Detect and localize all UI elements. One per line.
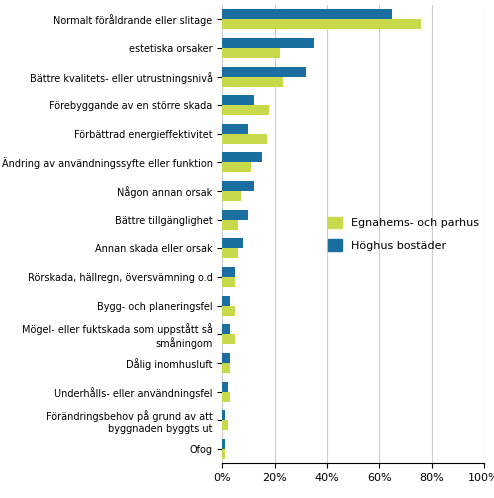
Bar bbox=[222, 67, 306, 77]
Bar bbox=[222, 353, 230, 363]
Bar bbox=[222, 191, 241, 201]
Bar bbox=[222, 306, 235, 316]
Bar bbox=[222, 48, 280, 58]
Bar bbox=[222, 9, 392, 19]
Legend: Egnahems- och parhus, Höghus bostäder: Egnahems- och parhus, Höghus bostäder bbox=[329, 217, 479, 250]
Bar bbox=[222, 296, 230, 306]
Bar bbox=[222, 152, 262, 162]
Bar bbox=[222, 410, 225, 420]
Bar bbox=[222, 95, 254, 105]
Bar bbox=[222, 124, 248, 134]
Bar bbox=[222, 439, 225, 449]
Bar bbox=[222, 77, 283, 87]
Bar bbox=[222, 239, 243, 249]
Bar bbox=[222, 334, 235, 344]
Bar bbox=[222, 19, 421, 29]
Bar bbox=[222, 363, 230, 373]
Bar bbox=[222, 324, 230, 334]
Bar bbox=[222, 105, 269, 115]
Bar bbox=[222, 277, 235, 287]
Bar bbox=[222, 391, 230, 401]
Bar bbox=[222, 220, 238, 230]
Bar bbox=[222, 210, 248, 220]
Bar bbox=[222, 134, 267, 144]
Bar bbox=[222, 162, 251, 172]
Bar bbox=[222, 381, 228, 391]
Bar bbox=[222, 267, 235, 277]
Bar bbox=[222, 249, 238, 258]
Bar bbox=[222, 420, 228, 430]
Bar bbox=[222, 38, 314, 48]
Bar bbox=[222, 449, 225, 459]
Bar bbox=[222, 181, 254, 191]
